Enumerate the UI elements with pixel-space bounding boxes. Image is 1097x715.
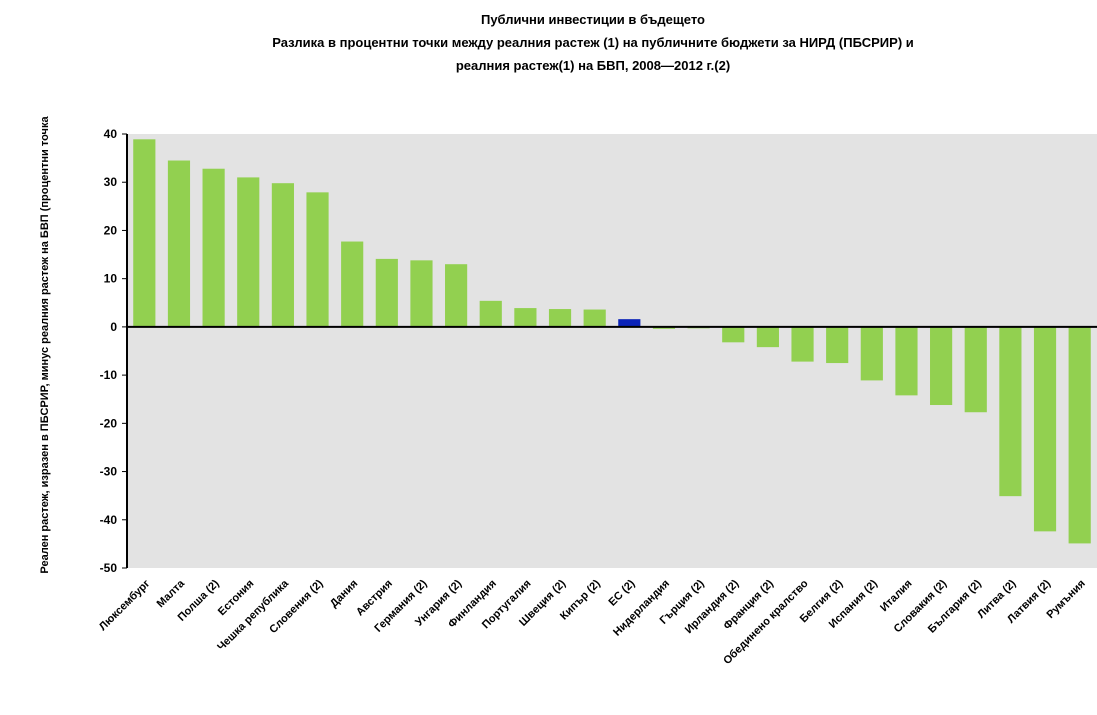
bar [860, 326, 883, 381]
y-tick-label: 40 [104, 127, 118, 141]
bar [271, 183, 294, 327]
x-category-label: ЕС (2) [606, 577, 637, 608]
y-tick-label: -50 [100, 561, 118, 575]
bar [826, 326, 849, 364]
y-axis-ticks: 40 30 20 10 0 -10 -20 -30 -40 -50 [100, 127, 127, 575]
bar [964, 326, 987, 413]
bar [479, 300, 502, 327]
bar [445, 264, 468, 327]
bar [375, 258, 398, 327]
bar [722, 326, 745, 343]
y-tick-label: -40 [100, 513, 118, 527]
y-tick-label: -30 [100, 465, 118, 479]
bar [306, 192, 329, 327]
y-tick-label: -10 [100, 368, 118, 382]
y-tick-label: 20 [104, 223, 118, 237]
bar [895, 326, 918, 396]
axes [126, 134, 1097, 568]
y-axis-title: Реален растеж, изразен в ПБСРИР, минус р… [39, 116, 51, 574]
bar [583, 309, 606, 327]
bar [548, 309, 572, 327]
y-tick-label: 10 [104, 272, 118, 286]
bar [930, 326, 953, 406]
x-category-label: Дания [328, 578, 360, 610]
chart-subtitle-line-2: реалния растеж(1) на БВП, 2008—2012 г.(2… [456, 58, 730, 73]
bar [791, 326, 814, 362]
bar [618, 319, 641, 327]
bar [167, 160, 191, 327]
bar [237, 177, 260, 327]
chart-subtitle-line-1: Разлика в процентни точки между реалния … [272, 35, 914, 50]
bar [202, 168, 225, 327]
bars [133, 139, 1091, 544]
bar [514, 308, 537, 327]
y-tick-label: -20 [100, 416, 118, 430]
chart-title: Публични инвестиции в бъдещето [481, 12, 705, 27]
bar [341, 241, 364, 327]
bar [756, 326, 779, 348]
bar [1068, 326, 1091, 544]
x-category-label: Люксембург [97, 577, 153, 633]
y-tick-label: 0 [110, 320, 117, 334]
y-tick-label: 30 [104, 175, 118, 189]
bar [133, 139, 156, 327]
bar [410, 260, 433, 327]
bar [999, 326, 1022, 497]
bar [1033, 326, 1057, 532]
x-category-label: Малта [155, 577, 188, 610]
